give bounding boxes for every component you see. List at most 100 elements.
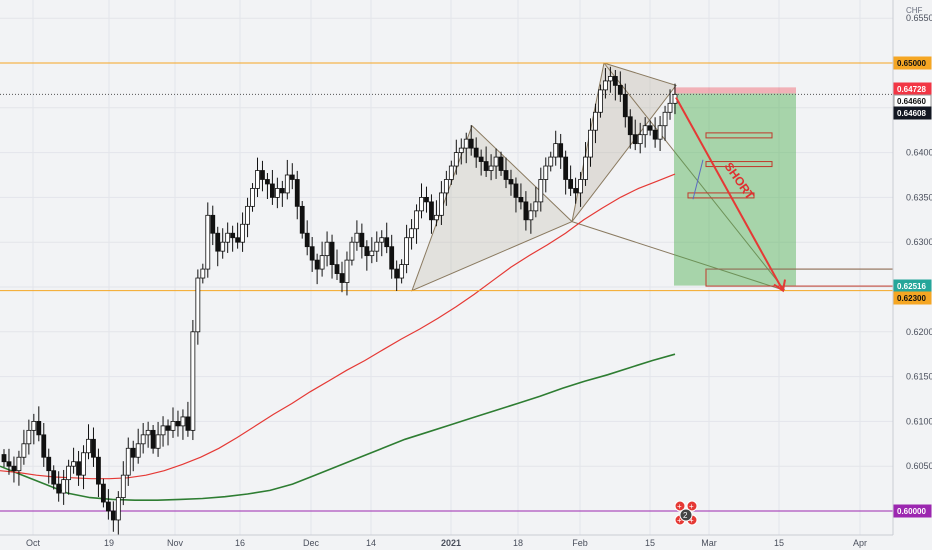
candle-body — [130, 447, 136, 458]
candle-body — [478, 156, 484, 162]
candle-body — [553, 143, 559, 158]
candle-body — [215, 232, 221, 252]
candle-body — [21, 443, 27, 458]
candle-body — [46, 456, 52, 472]
pattern-projection-line — [603, 62, 786, 291]
bounce-arrow — [692, 159, 704, 200]
candle-body — [538, 179, 544, 203]
candle-body — [299, 205, 305, 234]
event-flag-cross: + — [677, 502, 682, 511]
target-box — [705, 161, 773, 168]
x-tick-label: Mar — [701, 538, 717, 548]
candle-body — [379, 237, 385, 243]
candle-body — [6, 461, 12, 467]
candle-body — [409, 228, 414, 239]
x-tick-label: Oct — [26, 538, 41, 548]
event-markers[interactable]: + + + +2 — [674, 500, 698, 526]
position-box — [674, 87, 894, 287]
event-count-badge — [679, 508, 693, 522]
x-tick-label: 19 — [104, 538, 114, 548]
ema-50-line — [0, 173, 676, 480]
candle-body — [498, 156, 504, 171]
candle-body — [558, 143, 564, 158]
candle-body — [369, 250, 375, 257]
ema-200-line — [0, 353, 676, 501]
candle-body — [622, 93, 628, 118]
candle-body — [637, 134, 643, 145]
candle-body — [617, 85, 623, 95]
price-badge-label: 0.64608 — [897, 109, 926, 118]
candle-body — [349, 241, 355, 261]
candle-body — [91, 438, 96, 458]
candle-body — [284, 174, 290, 194]
candle-body — [205, 214, 211, 270]
stop-loss-zone — [674, 87, 796, 94]
take-profit-zone — [674, 93, 796, 286]
candle-body — [319, 255, 325, 270]
candle-body — [26, 429, 32, 445]
price-badge-label: 0.60000 — [897, 507, 926, 516]
candle-body — [61, 479, 67, 494]
candle-body — [31, 420, 37, 431]
x-tick-label: 16 — [235, 538, 245, 548]
candlesticks — [1, 66, 678, 536]
candle-body — [105, 501, 111, 512]
candle-body — [662, 111, 668, 127]
x-tick-label: Nov — [167, 538, 184, 548]
candle-body — [568, 179, 574, 189]
candle-body — [642, 125, 648, 136]
x-tick-label: 15 — [774, 538, 784, 548]
moving-averages — [0, 173, 676, 501]
price-badge-bg — [893, 106, 932, 120]
candle-body — [76, 461, 81, 476]
x-tick-label: 15 — [645, 538, 655, 548]
candle-body — [424, 196, 429, 203]
candle-body — [463, 138, 469, 149]
candle-body — [220, 241, 226, 252]
x-tick-label: Feb — [572, 538, 588, 548]
x-tick-label: 2021 — [441, 538, 461, 548]
candle-body — [36, 420, 42, 436]
candle-body — [344, 259, 350, 283]
target-box — [705, 132, 773, 139]
candle-body — [1, 454, 7, 463]
candle-body — [384, 237, 390, 248]
candle-body — [140, 434, 146, 445]
candle-body — [548, 156, 554, 167]
event-flag-cross: + — [689, 516, 694, 525]
candle-body — [260, 170, 265, 180]
candle-body — [503, 170, 509, 180]
candle-body — [324, 241, 330, 257]
time-axis-panel[interactable] — [0, 535, 893, 550]
candle-body — [11, 465, 17, 472]
candle-body — [434, 214, 439, 221]
candle-body — [652, 129, 658, 140]
candle-body — [632, 134, 638, 145]
candle-body — [180, 416, 186, 427]
candle-body — [279, 188, 285, 194]
time-axis[interactable]: Oct 19 Nov 16 Dec 14 2021 18 Feb 15 Mar 15 Apr — [26, 538, 867, 548]
event-flag-icon — [686, 500, 698, 512]
candle-body — [588, 129, 593, 158]
candle-body — [354, 232, 360, 243]
candle-body — [483, 161, 489, 171]
candle-body — [493, 156, 499, 167]
horizontal-levels — [0, 62, 893, 512]
candle-body — [607, 76, 613, 82]
candle-body — [160, 425, 166, 436]
candle-body — [598, 89, 603, 113]
candle-body — [210, 214, 216, 234]
price-badge-bg — [893, 504, 932, 518]
candle-body — [533, 201, 539, 212]
price-badge-bg — [893, 291, 932, 305]
candle-body — [289, 174, 295, 180]
